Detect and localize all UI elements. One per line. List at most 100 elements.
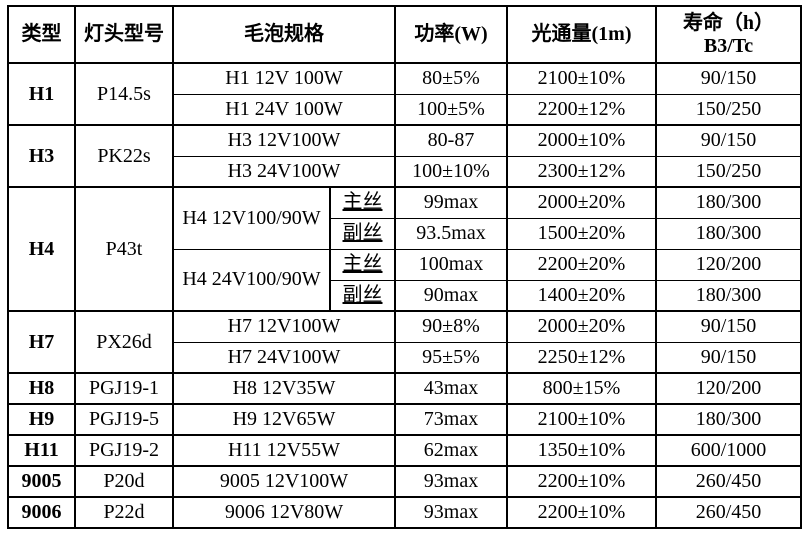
type-cell: H3 <box>7 124 76 188</box>
type-cell: 9006 <box>7 496 76 529</box>
flux-cell: 2200±10% <box>506 496 657 529</box>
table-row: H4 P43t H4 12V100/90W 主丝 99max 2000±20% … <box>7 186 802 312</box>
power-cell: 100max <box>394 248 508 281</box>
power-cell: 100±10% <box>394 155 508 188</box>
power-cell: 43max <box>394 372 508 405</box>
bulb-spec-cell: H7 12V100W <box>172 310 396 343</box>
flux-cell: 2200±10% <box>506 465 657 498</box>
bulb-spec-cell: H3 24V100W <box>172 155 396 188</box>
life-cell: 180/300 <box>655 279 802 312</box>
table-row: 副丝 90max 1400±20% 180/300 <box>8 279 802 312</box>
table-row: H9 PGJ19-5 H9 12V65W 73max 2100±10% 180/… <box>7 403 802 436</box>
table-row: H8 PGJ19-1 H8 12V35W 43max 800±15% 120/2… <box>7 372 802 405</box>
filament-cell: 副丝 <box>329 217 396 250</box>
life-cell: 180/300 <box>655 186 802 219</box>
bulb-spec-cell: H9 12V65W <box>172 403 396 436</box>
power-cell: 95±5% <box>394 341 508 374</box>
flux-cell: 2000±10% <box>506 124 657 157</box>
power-cell: 80±5% <box>394 62 508 95</box>
header-life: 寿命（h） B3/Tc <box>655 5 802 64</box>
type-cell: H4 <box>7 186 76 312</box>
life-cell: 600/1000 <box>655 434 802 467</box>
flux-cell: 2300±12% <box>506 155 657 188</box>
base-model-cell: PK22s <box>74 124 174 188</box>
flux-cell: 2200±20% <box>506 248 657 281</box>
base-model-cell: P43t <box>74 186 174 312</box>
base-model-cell: P14.5s <box>74 62 174 126</box>
header-power: 功率(W) <box>394 5 508 64</box>
power-cell: 93max <box>394 465 508 498</box>
flux-cell: 1400±20% <box>506 279 657 312</box>
bulb-spec-cell: H8 12V35W <box>172 372 396 405</box>
bulb-spec-cell: H1 24V 100W <box>172 93 396 126</box>
base-model-cell: PGJ19-1 <box>74 372 174 405</box>
flux-cell: 2250±12% <box>506 341 657 374</box>
power-cell: 73max <box>394 403 508 436</box>
table-row: H7 PX26d H7 12V100W 90±8% 2000±20% 90/15… <box>7 310 802 374</box>
power-cell: 100±5% <box>394 93 508 126</box>
bulb-spec-cell: H3 12V100W <box>172 124 396 157</box>
base-model-cell: PGJ19-2 <box>74 434 174 467</box>
bulb-spec-cell: H11 12V55W <box>172 434 396 467</box>
power-cell: 80-87 <box>394 124 508 157</box>
power-cell: 90±8% <box>394 310 508 343</box>
header-row: 类型 灯头型号 毛泡规格 功率(W) 光通量(1m) 寿命（h） B3/Tc <box>7 5 802 64</box>
life-cell: 180/300 <box>655 217 802 250</box>
life-cell: 120/200 <box>655 248 802 281</box>
type-cell: H11 <box>7 434 76 467</box>
life-cell: 180/300 <box>655 403 802 436</box>
type-cell: H7 <box>7 310 76 374</box>
power-cell: 93max <box>394 496 508 529</box>
table-row: H3 24V100W 100±10% 2300±12% 150/250 <box>8 155 802 188</box>
life-cell: 90/150 <box>655 341 802 374</box>
base-model-cell: PX26d <box>74 310 174 374</box>
life-cell: 90/150 <box>655 310 802 343</box>
type-cell: H9 <box>7 403 76 436</box>
flux-cell: 2200±12% <box>506 93 657 126</box>
type-cell: H1 <box>7 62 76 126</box>
filament-cell: 主丝 <box>329 248 396 281</box>
flux-cell: 2000±20% <box>506 186 657 219</box>
life-cell: 90/150 <box>655 62 802 95</box>
base-model-cell: P22d <box>74 496 174 529</box>
type-cell: H8 <box>7 372 76 405</box>
life-cell: 90/150 <box>655 124 802 157</box>
life-cell: 120/200 <box>655 372 802 405</box>
base-model-cell: P20d <box>74 465 174 498</box>
header-bulb-spec: 毛泡规格 <box>172 5 396 64</box>
life-cell: 260/450 <box>655 496 802 529</box>
power-cell: 90max <box>394 279 508 312</box>
base-model-cell: PGJ19-5 <box>74 403 174 436</box>
header-life-line1: 寿命（h） <box>682 11 775 34</box>
filament-cell: 副丝 <box>329 279 396 312</box>
table-row: H7 24V100W 95±5% 2250±12% 90/150 <box>8 341 802 374</box>
bulb-spec-cell: H1 12V 100W <box>172 62 396 95</box>
flux-cell: 1350±10% <box>506 434 657 467</box>
life-cell: 150/250 <box>655 93 802 126</box>
bulb-spec-table: 类型 灯头型号 毛泡规格 功率(W) 光通量(1m) 寿命（h） B3/Tc H… <box>7 5 802 529</box>
power-cell: 62max <box>394 434 508 467</box>
filament-cell: 主丝 <box>329 186 396 219</box>
table-row: H4 24V100/90W 主丝 100max 2200±20% 120/200 <box>8 248 802 312</box>
power-cell: 93.5max <box>394 217 508 250</box>
header-flux: 光通量(1m) <box>506 5 657 64</box>
table-row: H1 P14.5s H1 12V 100W 80±5% 2100±10% 90/… <box>7 62 802 126</box>
table-row: H1 24V 100W 100±5% 2200±12% 150/250 <box>8 93 802 126</box>
table-row: 9006 P22d 9006 12V80W 93max 2200±10% 260… <box>7 496 802 529</box>
header-type: 类型 <box>7 5 76 64</box>
table-row: 9005 P20d 9005 12V100W 93max 2200±10% 26… <box>7 465 802 498</box>
flux-cell: 800±15% <box>506 372 657 405</box>
table-row: H3 PK22s H3 12V100W 80-87 2000±10% 90/15… <box>7 124 802 188</box>
bulb-spec-cell: 9006 12V80W <box>172 496 396 529</box>
flux-cell: 2100±10% <box>506 403 657 436</box>
life-cell: 150/250 <box>655 155 802 188</box>
table-row: H11 PGJ19-2 H11 12V55W 62max 1350±10% 60… <box>7 434 802 467</box>
table-row: 副丝 93.5max 1500±20% 180/300 <box>8 217 802 250</box>
bulb-spec-cell: H4 12V100/90W <box>172 186 331 250</box>
bulb-spec-cell: 9005 12V100W <box>172 465 396 498</box>
flux-cell: 1500±20% <box>506 217 657 250</box>
flux-cell: 2100±10% <box>506 62 657 95</box>
bulb-spec-cell: H4 24V100/90W <box>172 248 331 312</box>
bulb-spec-cell: H7 24V100W <box>172 341 396 374</box>
power-cell: 99max <box>394 186 508 219</box>
